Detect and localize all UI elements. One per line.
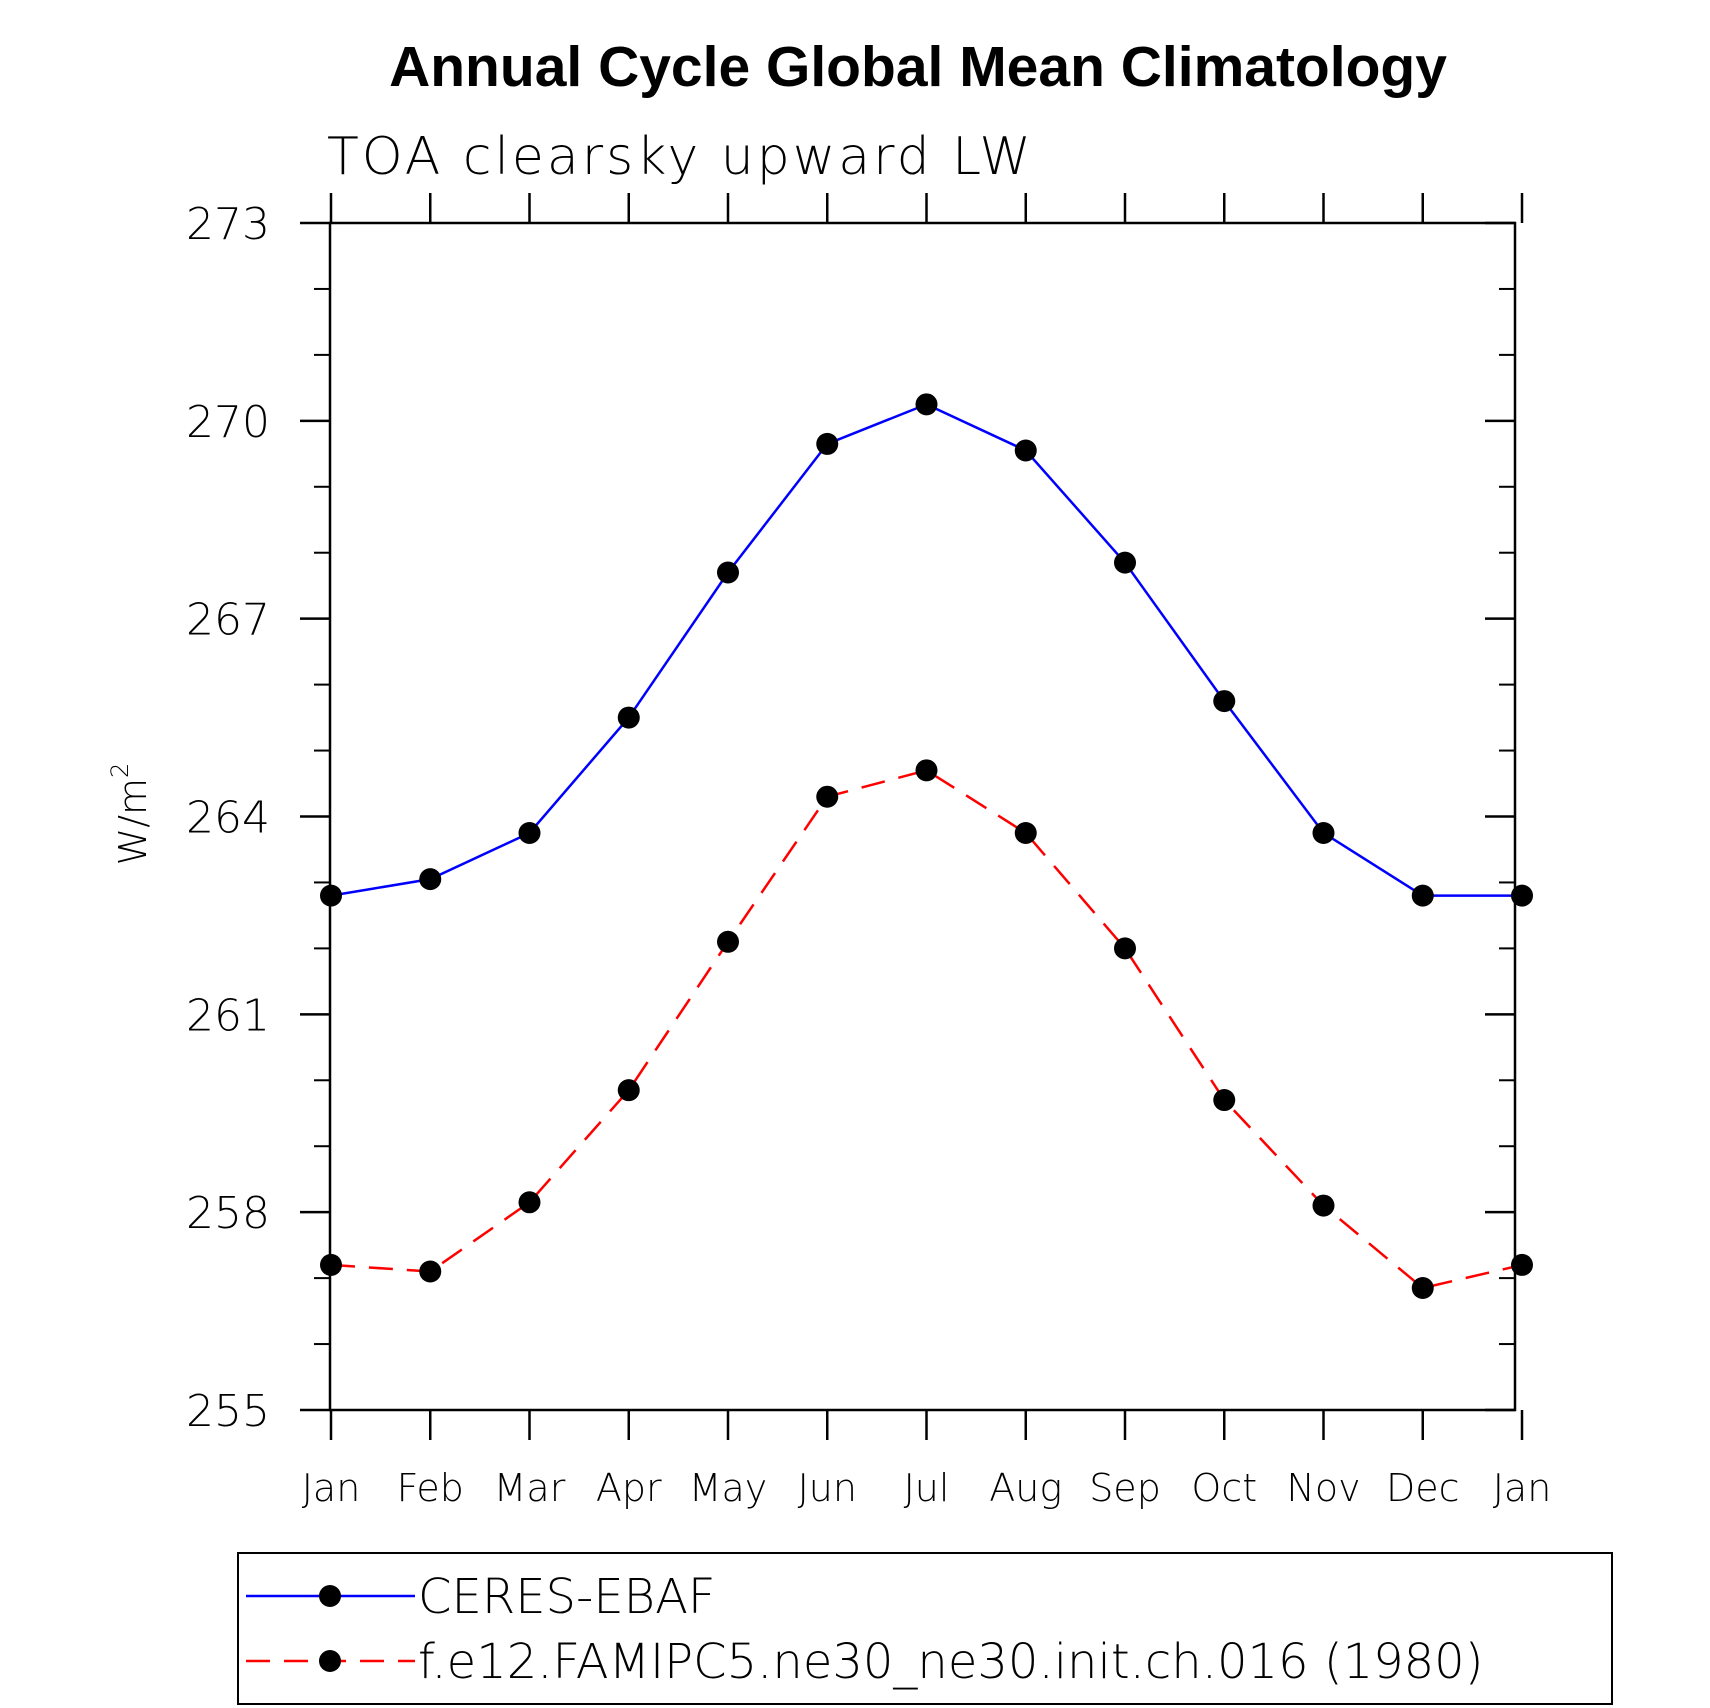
y-tick-label: 255 (186, 1386, 270, 1437)
y-axis-label-exponent: 2 (106, 763, 134, 778)
y-tick-label: 264 (186, 793, 270, 844)
y-tick-label: 261 (186, 990, 270, 1041)
data-point (617, 706, 640, 729)
legend: CERES-EBAF f.e12.FAMIPC5.ne30_ne30.init.c… (237, 1552, 1613, 1705)
data-point (1511, 1253, 1533, 1276)
data-point (816, 785, 839, 808)
legend-marker-0 (319, 1585, 341, 1607)
x-axis-tick-labels: Jan Feb Mar Apr May Jun Jul Aug Sep Oct Nov Dec Jan (302, 1466, 1552, 1510)
data-point (1511, 884, 1533, 907)
data-point (320, 884, 342, 907)
series-line-1 (330, 768, 1523, 1290)
data-point (1114, 937, 1136, 960)
x-tick-label: Jan (302, 1466, 361, 1510)
data-point (915, 759, 938, 782)
legend-label-1: f.e12.FAMIPC5.ne30_ne30.init.ch.016 (198… (418, 1634, 1483, 1690)
y-tick-label: 270 (186, 397, 270, 448)
x-tick-label: Apr (596, 1466, 662, 1510)
x-tick-label: Oct (1191, 1466, 1257, 1510)
plot-frame (328, 221, 1517, 1412)
legend-entries: CERES-EBAF f.e12.FAMIPC5.ne30_ne30.init.c… (246, 1569, 1483, 1690)
data-point (915, 393, 938, 416)
data-point (1312, 1194, 1335, 1217)
data-point (1312, 821, 1335, 844)
data-point (1114, 551, 1136, 574)
data-point (518, 821, 541, 844)
y-tick-label: 267 (186, 595, 270, 646)
x-axis-ticks (329, 193, 1524, 1440)
data-point (1014, 439, 1037, 462)
series-layer (320, 393, 1533, 1300)
data-point (518, 1191, 541, 1214)
y-axis-ticks (300, 221, 1515, 1412)
data-point (1411, 884, 1434, 907)
x-tick-label: Jan (1493, 1466, 1552, 1510)
x-tick-label: May (689, 1466, 768, 1510)
legend-box (237, 1552, 1613, 1705)
data-point (1213, 1089, 1236, 1112)
data-point (1213, 690, 1236, 713)
x-tick-label: Jul (904, 1466, 950, 1510)
data-point (816, 432, 839, 455)
chart-subtitle: TOA clearsky upward LW (327, 127, 1034, 187)
data-point (419, 1260, 442, 1283)
data-point (1411, 1277, 1434, 1300)
data-point (617, 1079, 640, 1102)
data-point (320, 1253, 342, 1276)
legend-label-0: CERES-EBAF (418, 1569, 716, 1625)
data-point (419, 868, 442, 891)
x-tick-label: Sep (1089, 1466, 1161, 1510)
data-point (1014, 821, 1037, 844)
x-tick-label: Aug (989, 1466, 1062, 1510)
y-tick-label: 273 (186, 199, 270, 250)
data-point (717, 561, 739, 584)
series-line-0 (330, 402, 1522, 897)
x-tick-label: Mar (494, 1466, 566, 1510)
x-tick-label: Nov (1286, 1466, 1360, 1510)
x-tick-label: Feb (397, 1466, 464, 1510)
x-tick-label: Jun (798, 1466, 857, 1510)
chart-title: Annual Cycle Global Mean Climatology (389, 35, 1447, 99)
x-tick-label: Dec (1386, 1466, 1460, 1510)
y-axis-label-base: W/m (111, 778, 155, 865)
y-axis-label: W/m2 (106, 763, 155, 866)
y-tick-label: 258 (186, 1188, 270, 1239)
y-axis-tick-labels: 255 258 261 264 267 270 273 (186, 199, 270, 1437)
data-point (717, 930, 739, 953)
legend-marker-1 (319, 1650, 341, 1672)
